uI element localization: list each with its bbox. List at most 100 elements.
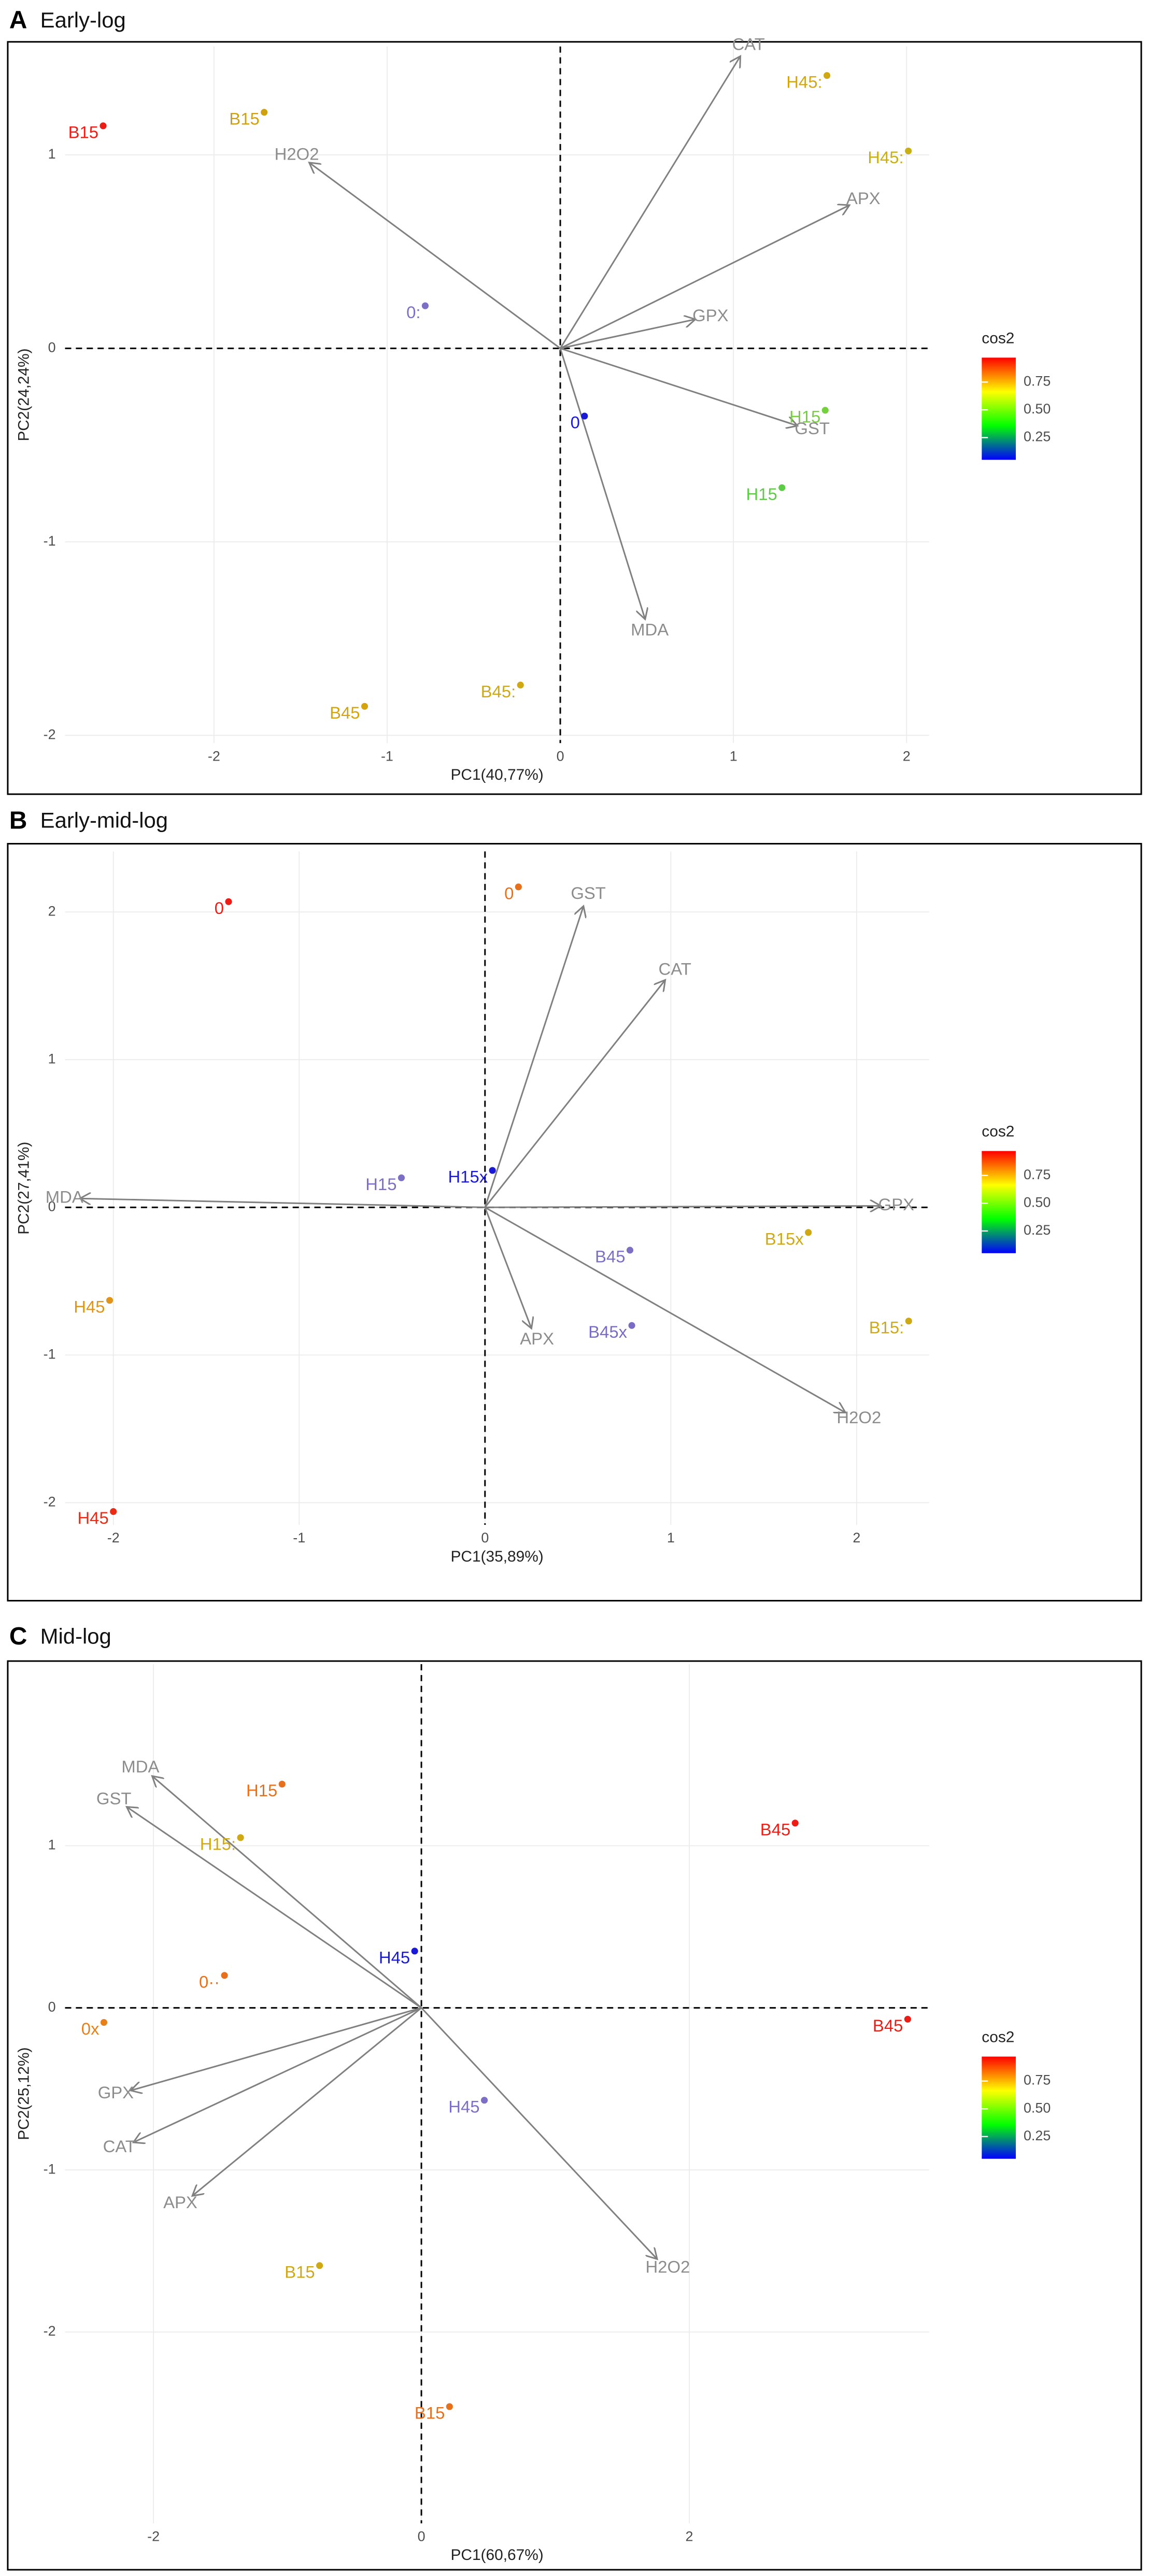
frame <box>7 1660 1142 2571</box>
variable-label: GPX <box>878 1195 914 1214</box>
frame <box>7 41 1142 795</box>
point-label: B15: <box>869 1318 904 1337</box>
y-tick-label: 1 <box>48 146 56 162</box>
point-label: B15 <box>68 122 98 141</box>
variable-arrow <box>420 2007 657 2259</box>
y-tick-label: -1 <box>44 533 56 549</box>
x-axis-label: PC1(35,89%) <box>450 1548 543 1565</box>
point-label: 0: <box>406 303 420 322</box>
point-label: H45 <box>448 2097 479 2116</box>
x-tick-label: 0 <box>557 748 564 764</box>
point <box>824 72 831 79</box>
point-label: H45 <box>77 1508 108 1527</box>
point-label: 0·· <box>199 1972 220 1991</box>
point-label: B45x <box>588 1322 627 1341</box>
y-tick-label: -2 <box>44 1494 56 1509</box>
point <box>361 703 368 710</box>
variable-label: GPX <box>692 306 728 325</box>
variable-arrow <box>484 980 665 1208</box>
x-tick-label: 1 <box>667 1530 675 1545</box>
legend-tick-label: 0.50 <box>1024 401 1051 417</box>
point-label: 0 <box>215 898 224 918</box>
legend-tick-label: 0.75 <box>1024 374 1051 389</box>
point <box>581 412 588 420</box>
y-axis-label: PC2(24,24%) <box>16 348 33 441</box>
panel: A Early-log -2 -1 0 1 2 -2 -1 0 1 PC1(40,77%) PC2(24… <box>7 7 1142 795</box>
variable-label: CAT <box>659 959 691 978</box>
variable-label: GST <box>795 419 830 438</box>
y-tick-label: -1 <box>44 2161 56 2177</box>
point-label: B15 <box>229 109 259 128</box>
point <box>821 407 829 414</box>
x-tick-label: 2 <box>686 2528 693 2544</box>
point <box>225 898 232 905</box>
legend-tick-label: 0.25 <box>1024 1222 1051 1238</box>
variable-arrow <box>559 56 740 349</box>
variable-arrow <box>560 319 696 349</box>
point-label: H45 <box>74 1297 105 1316</box>
variable-arrow <box>126 1807 422 2009</box>
legend-tick-label: 0.25 <box>1024 429 1051 445</box>
point <box>261 109 268 116</box>
point-label: B45: <box>481 682 516 701</box>
point <box>517 681 524 689</box>
y-tick-label: -1 <box>44 1346 56 1362</box>
point-label: B45 <box>760 1820 790 1839</box>
point <box>237 1834 244 1841</box>
point-label: H15x <box>448 1167 488 1186</box>
legend-tick-label: 0.50 <box>1024 2100 1051 2115</box>
variable-arrow <box>133 2007 422 2142</box>
legend-title: cos2 <box>982 1123 1014 1140</box>
point-label: 0x <box>81 2019 100 2038</box>
legend-title: cos2 <box>982 330 1014 347</box>
variable-arrow <box>309 163 561 349</box>
panel-letter: C <box>9 1623 27 1650</box>
point-label: H15: <box>200 1834 236 1853</box>
point <box>905 147 912 154</box>
variable-arrow <box>560 347 798 425</box>
y-tick-label: -2 <box>44 2323 56 2339</box>
point-label: H45: <box>868 148 903 167</box>
panel: C Mid-log -2 0 2 -2 -1 0 1 PC1(60,67%) PC2(25,12%)… <box>7 1623 1142 2571</box>
variable-label: GST <box>96 1789 132 1808</box>
point <box>106 1297 114 1304</box>
x-tick-label: -2 <box>107 1530 120 1545</box>
point <box>626 1247 634 1254</box>
variable-label: APX <box>846 189 881 208</box>
panel: B Early-mid-log -2 -1 0 1 2 -2 -1 0 1 2 PC1(35,89%) P… <box>7 807 1142 1602</box>
panel-title: Early-mid-log <box>40 808 168 833</box>
legend-colorbar <box>982 1151 1016 1253</box>
point-label: B15x <box>765 1229 804 1248</box>
variable-arrow <box>559 348 645 619</box>
y-tick-label: 2 <box>48 903 56 919</box>
point <box>904 2015 911 2023</box>
variable-arrow <box>484 906 584 1208</box>
variable-arrow <box>192 2007 422 2196</box>
variable-arrow <box>484 1207 532 1328</box>
point <box>100 122 107 130</box>
point-label: B45 <box>873 2016 903 2035</box>
x-tick-label: 0 <box>418 2528 425 2544</box>
point <box>421 302 429 309</box>
panel-letter: B <box>9 807 27 834</box>
x-axis-label: PC1(60,67%) <box>450 2546 543 2564</box>
frame <box>7 842 1142 1602</box>
point <box>446 2403 453 2410</box>
point-label: B45 <box>595 1247 625 1266</box>
point <box>791 1820 799 1827</box>
x-axis-label: PC1(40,77%) <box>450 766 543 783</box>
y-tick-label: 0 <box>48 1198 56 1214</box>
point <box>100 2019 108 2026</box>
point-label: B45 <box>330 703 360 722</box>
y-tick-label: 0 <box>48 1999 56 2014</box>
point-label: 0 <box>571 413 580 432</box>
point <box>489 1167 496 1174</box>
variable-label: H2O2 <box>836 1408 881 1427</box>
variable-label: CAT <box>103 2137 136 2156</box>
variable-label: APX <box>163 2193 197 2212</box>
x-tick-label: 2 <box>903 748 911 764</box>
variable-label: CAT <box>732 35 765 54</box>
variable-label: GPX <box>98 2083 134 2102</box>
